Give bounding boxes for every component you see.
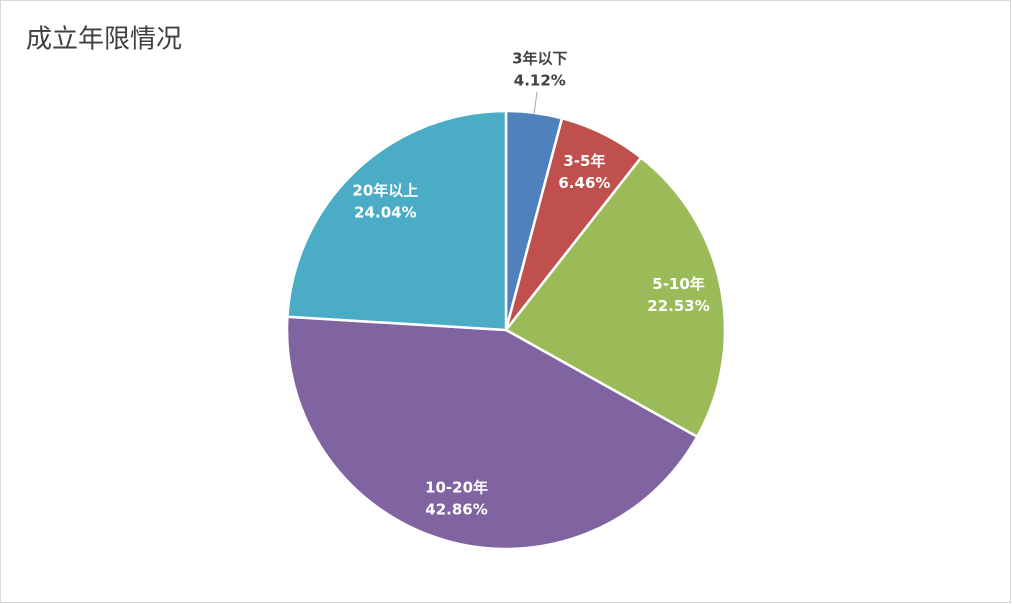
- slice-value-label: 6.46%: [558, 174, 610, 192]
- slice-label: 10-20年: [425, 478, 488, 496]
- pie-slice: [286, 109, 508, 332]
- slice-value-label: 42.86%: [425, 500, 487, 518]
- slice-value-label: 24.04%: [354, 203, 416, 221]
- slice-label: 5-10年: [652, 275, 705, 293]
- slice-label: 20年以上: [352, 181, 418, 199]
- chart-title: 成立年限情况: [26, 25, 182, 55]
- slice-label: 3-5年: [563, 152, 605, 170]
- pie-slice: [285, 315, 699, 551]
- leader-line: [533, 91, 538, 115]
- slice-label: 3年以下: [512, 50, 567, 68]
- slice-value-label: 4.12%: [514, 72, 566, 90]
- slice-value-label: 22.53%: [647, 297, 709, 315]
- pie-slice: [504, 155, 727, 439]
